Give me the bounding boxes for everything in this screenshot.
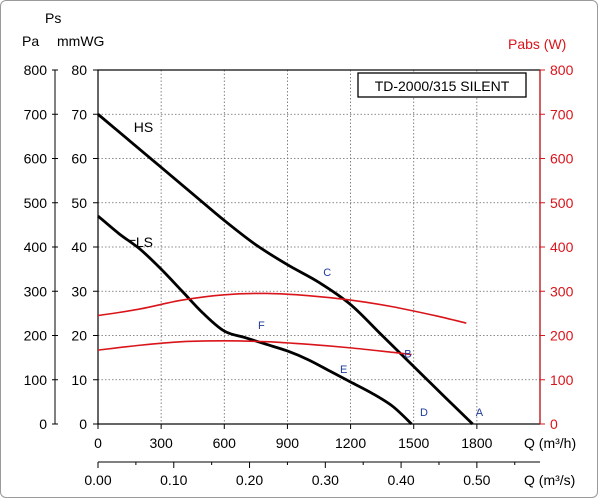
x-secondary-label: Q (m³/s) [524, 472, 575, 488]
y-label-mmwg: mmWG [57, 33, 104, 49]
pa-tick-label: 800 [24, 62, 48, 78]
x-tick-label: 0 [94, 435, 102, 451]
mmwg-tick-label: 70 [71, 106, 87, 122]
pabs-tick-label: 600 [550, 151, 574, 167]
series-line-3 [97, 340, 412, 356]
pa-tick-label: 400 [24, 239, 48, 255]
x-tick-label: 1200 [335, 435, 366, 451]
pabs-tick-label: 200 [550, 328, 574, 344]
annotation-c: C [323, 267, 331, 279]
x-tick-label: 300 [149, 435, 173, 451]
pabs-tick-label: 800 [550, 62, 574, 78]
pa-tick-label: 300 [24, 283, 48, 299]
axes [52, 69, 545, 468]
series-label-hs: HS [134, 119, 153, 135]
title-box [357, 72, 527, 98]
grid [98, 70, 540, 424]
annotation-f: F [258, 320, 265, 332]
x-tick-label: 900 [276, 435, 300, 451]
pabs-tick-label: 500 [550, 195, 574, 211]
x2-tick-label: 0.00 [84, 472, 111, 488]
annotation-a: A [476, 407, 484, 419]
pa-tick-label: 0 [39, 416, 47, 432]
pabs-tick-label: 700 [550, 106, 574, 122]
pabs-tick-label: 400 [550, 239, 574, 255]
mmwg-tick-label: 20 [71, 328, 87, 344]
series-label-ls: LS [136, 234, 153, 250]
y-label-pa: Pa [22, 33, 39, 49]
series-layer [97, 113, 474, 426]
pabs-tick-label: 0 [550, 416, 558, 432]
annotation-b: B [404, 349, 411, 361]
series-line-2 [97, 292, 467, 324]
mmwg-tick-label: 80 [71, 62, 87, 78]
series-line-0 [97, 113, 474, 426]
pabs-tick-label: 100 [550, 372, 574, 388]
y-right-label: Pabs (W) [508, 36, 566, 52]
y-label-ps: Ps [45, 10, 61, 26]
mmwg-tick-label: 30 [71, 283, 87, 299]
annotation-d: D [420, 407, 428, 419]
mmwg-tick-label: 0 [79, 416, 87, 432]
pa-tick-label: 200 [24, 328, 48, 344]
pabs-tick-label: 300 [550, 283, 574, 299]
pa-tick-label: 100 [24, 372, 48, 388]
pa-tick-label: 600 [24, 151, 48, 167]
x2-tick-label: 0.10 [160, 472, 187, 488]
x2-tick-label: 0.40 [387, 472, 414, 488]
mmwg-tick-label: 50 [71, 195, 87, 211]
pa-tick-label: 700 [24, 106, 48, 122]
x2-tick-label: 0.20 [236, 472, 263, 488]
mmwg-tick-label: 60 [71, 151, 87, 167]
x-tick-label: 600 [213, 435, 237, 451]
annotation-e: E [340, 364, 347, 376]
x2-tick-label: 0.50 [463, 472, 490, 488]
x-tick-label: 1800 [461, 435, 492, 451]
pa-tick-label: 500 [24, 195, 48, 211]
mmwg-tick-label: 40 [71, 239, 87, 255]
x-tick-label: 1500 [398, 435, 429, 451]
label-layer: Ps Pa mmWG Pabs (W) TD-2000/315 SILENT Q… [22, 10, 576, 488]
mmwg-tick-label: 10 [71, 372, 87, 388]
chart-title: TD-2000/315 SILENT [375, 78, 510, 94]
x-primary-label: Q (m³/h) [524, 435, 576, 451]
x2-tick-label: 0.30 [312, 472, 339, 488]
